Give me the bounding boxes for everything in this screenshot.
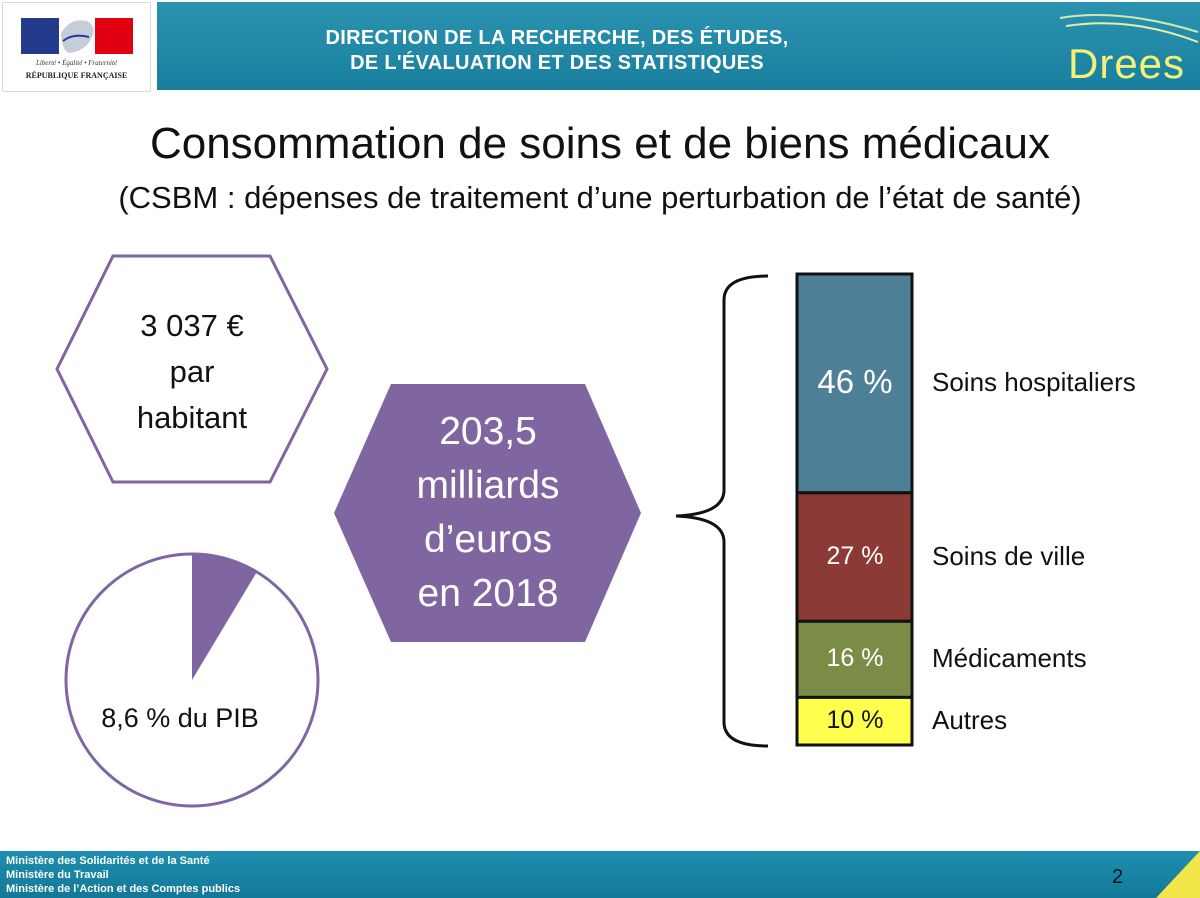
ministry-solidarites: Ministère des Solidarités et de la Santé <box>6 855 210 867</box>
bar-category-label-1: Soins hospitaliers <box>932 367 1136 398</box>
csbm-stacked-bar <box>795 272 914 747</box>
total-value: 203,5 <box>439 410 537 453</box>
page-title: Consommation de soins et de biens médica… <box>149 119 1051 168</box>
bar-category-label-3: Médicaments <box>932 643 1087 674</box>
per-capita-par: par <box>169 354 215 389</box>
per-capita-hexagon <box>55 254 329 484</box>
motto-text: Liberté • Égalité • Fraternité <box>35 59 118 67</box>
bar-category-label-4: Autres <box>932 705 1008 736</box>
bar-segment-2 <box>795 491 914 623</box>
ministry-comptes-publics: Ministère de l’Action et des Comptes pub… <box>6 883 241 895</box>
footer-band <box>0 851 1200 898</box>
marianne-emblem <box>21 18 133 54</box>
page-number: 2 <box>1112 866 1124 888</box>
direction-line1: DIRECTION DE LA RECHERCHE, DES ÉTUDES, <box>325 27 789 49</box>
marianne-logo: Liberté • Égalité • Fraternité RÉPUBLIQU… <box>2 2 151 92</box>
bar-segment-3 <box>795 619 914 699</box>
bar-segment-4 <box>795 695 914 747</box>
header-band <box>157 2 1200 90</box>
bar-segment-1 <box>795 272 914 495</box>
gdp-pie-chart <box>64 552 320 808</box>
page-subtitle: (CSBM : dépenses de traitement d’une per… <box>118 180 1082 215</box>
per-capita-text: 3 037 € par habitant <box>76 303 308 441</box>
ministry-travail: Ministère du Travail <box>6 869 109 881</box>
header-direction-title: DIRECTION DE LA RECHERCHE, DES ÉTUDES, D… <box>157 26 957 76</box>
pie-slice-pib <box>192 554 257 680</box>
bracket-brace <box>675 274 769 748</box>
footer-corner-triangle <box>1156 851 1200 898</box>
per-capita-amount: 3 037 € <box>140 308 244 343</box>
total-currency: d’euros <box>424 518 552 561</box>
bar-value-label-1: 46 % <box>817 363 893 400</box>
footer-ministries: Ministère des Solidarités et de la Santé… <box>6 854 240 896</box>
drees-swoosh-graphic <box>1060 14 1199 43</box>
per-capita-habitant: habitant <box>136 400 248 435</box>
drees-logo: Drees <box>1068 40 1186 87</box>
pie-label: 8,6 % du PIB <box>101 703 259 733</box>
bar-value-label-4: 10 % <box>826 705 884 734</box>
bar-value-label-2: 27 % <box>826 541 884 570</box>
bar-category-label-2: Soins de ville <box>932 541 1086 572</box>
bar-value-label-3: 16 % <box>826 643 884 672</box>
republic-text: RÉPUBLIQUE FRANÇAISE <box>25 71 128 80</box>
total-amount-text: 203,5 milliards d’euros en 2018 <box>336 405 640 621</box>
total-unit: milliards <box>416 464 560 507</box>
total-year: en 2018 <box>417 572 559 615</box>
total-hexagon <box>334 384 641 642</box>
direction-line2: DE L'ÉVALUATION ET DES STATISTIQUES <box>350 52 764 74</box>
